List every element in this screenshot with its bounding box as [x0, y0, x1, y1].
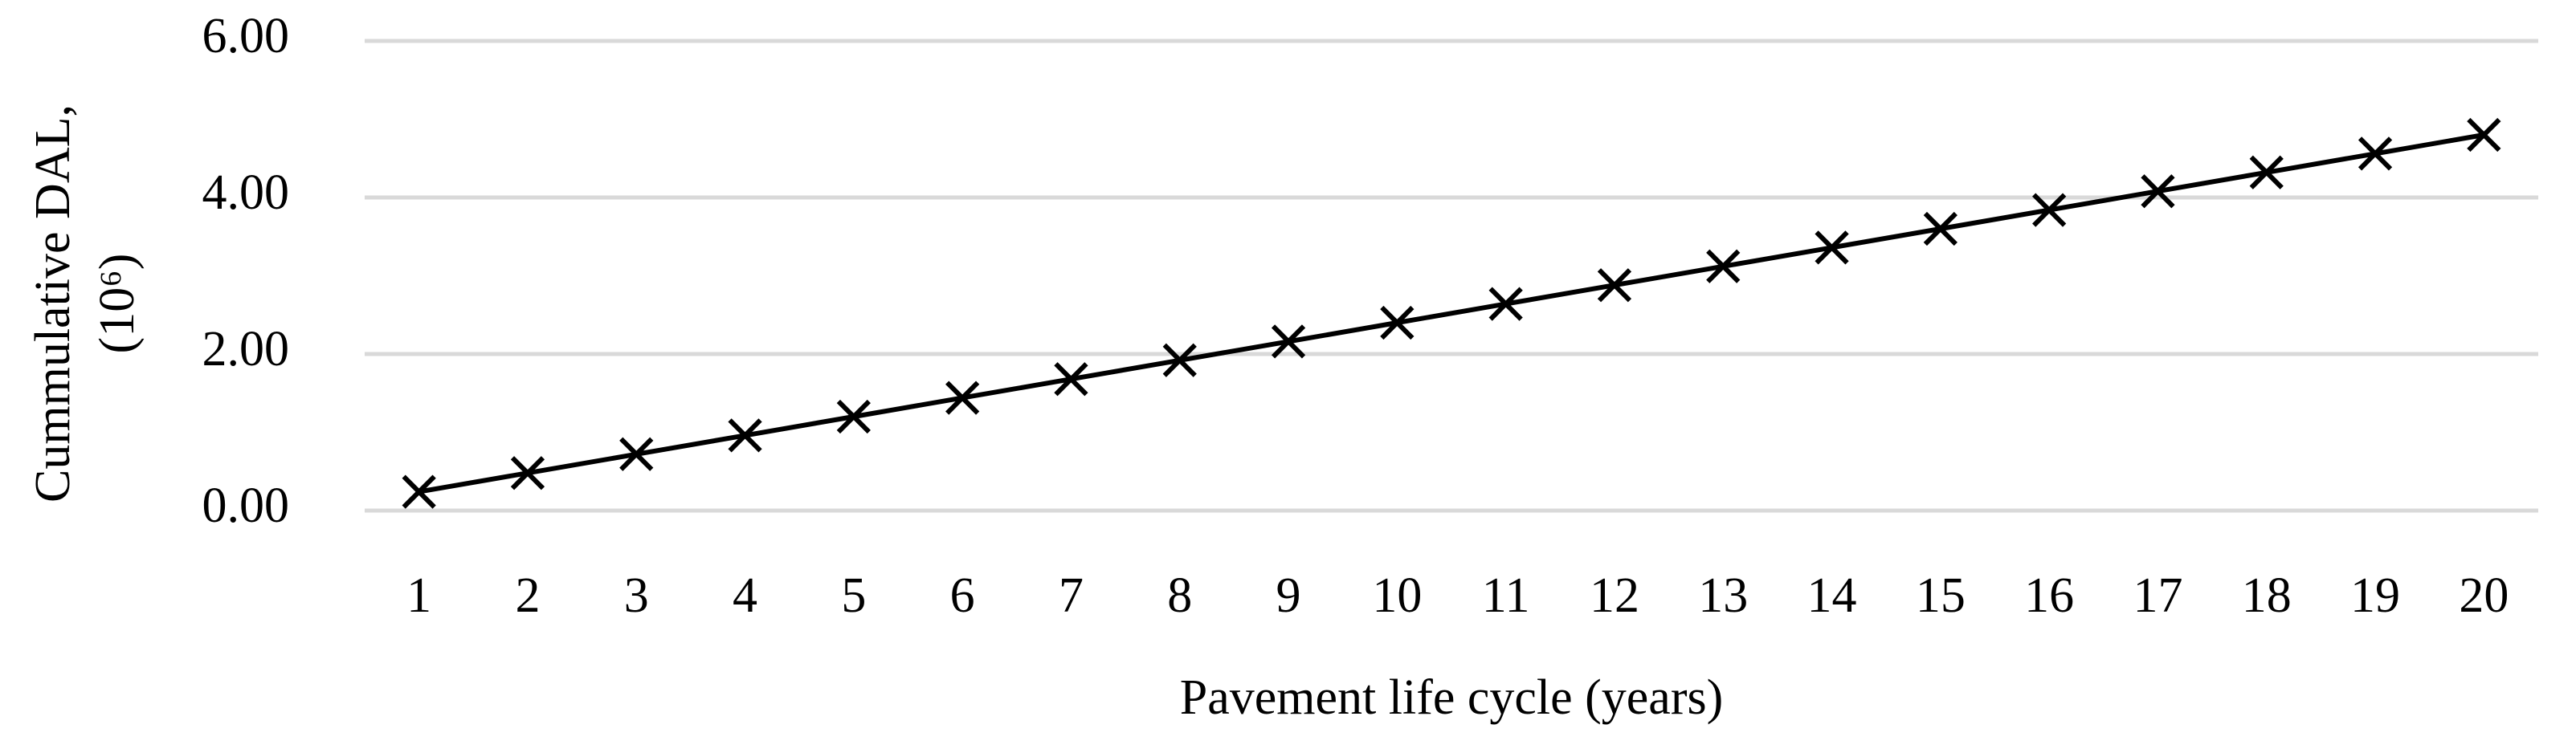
x-tick-label: 1 — [406, 568, 431, 623]
data-marker — [836, 399, 871, 434]
x-tick-label: 13 — [1698, 568, 1748, 623]
x-tick-label: 6 — [950, 568, 975, 623]
data-marker — [2141, 174, 2175, 209]
x-tick-label: 3 — [624, 568, 649, 623]
x-axis-title: Pavement life cycle (years) — [1180, 670, 1724, 725]
data-marker — [2358, 136, 2393, 171]
x-tick-label: 9 — [1276, 568, 1301, 623]
x-tick-label: 17 — [2133, 568, 2182, 623]
y-axis-title-line: Cummulative DAL, — [26, 104, 80, 503]
data-marker — [1488, 287, 1523, 321]
data-marker — [1815, 230, 1849, 265]
data-marker — [402, 474, 436, 509]
x-tick-label: 8 — [1167, 568, 1192, 623]
data-marker — [1923, 211, 1958, 246]
y-tick-label: 4.00 — [202, 165, 290, 220]
x-tick-label: 11 — [1482, 568, 1530, 623]
data-marker — [1706, 249, 1741, 283]
y-axis-title: Cummulative DAL, (10⁶) — [26, 104, 145, 503]
data-marker — [1597, 268, 1632, 303]
data-marker — [728, 418, 762, 453]
x-tick-label: 16 — [2024, 568, 2074, 623]
y-tick-label: 6.00 — [202, 9, 290, 63]
data-marker — [2032, 193, 2067, 227]
data-marker — [1054, 362, 1088, 397]
x-tick-label: 18 — [2242, 568, 2292, 623]
data-marker — [2467, 117, 2501, 153]
x-tick-label: 5 — [841, 568, 866, 623]
x-tick-label: 10 — [1372, 568, 1422, 623]
x-tick-label: 14 — [1807, 568, 1857, 623]
x-tick-label: 2 — [515, 568, 540, 623]
data-marker — [945, 381, 980, 415]
data-marker — [1271, 324, 1306, 359]
data-marker — [2249, 155, 2284, 189]
data-marker — [1162, 343, 1197, 377]
series-line — [418, 132, 2484, 495]
data-marker — [1380, 305, 1415, 340]
x-tick-label: 4 — [733, 568, 757, 623]
data-marker — [510, 456, 545, 490]
x-tick-label: 7 — [1059, 568, 1084, 623]
y-tick-label: 2.00 — [202, 322, 290, 376]
y-tick-label: 0.00 — [202, 478, 290, 533]
x-tick-label: 12 — [1590, 568, 1639, 623]
x-tick-label: 15 — [1916, 568, 1966, 623]
y-axis-title-line: (10⁶) — [90, 254, 145, 354]
x-tick-label: 19 — [2350, 568, 2400, 623]
data-marker — [619, 437, 654, 471]
x-tick-label: 20 — [2459, 568, 2509, 623]
